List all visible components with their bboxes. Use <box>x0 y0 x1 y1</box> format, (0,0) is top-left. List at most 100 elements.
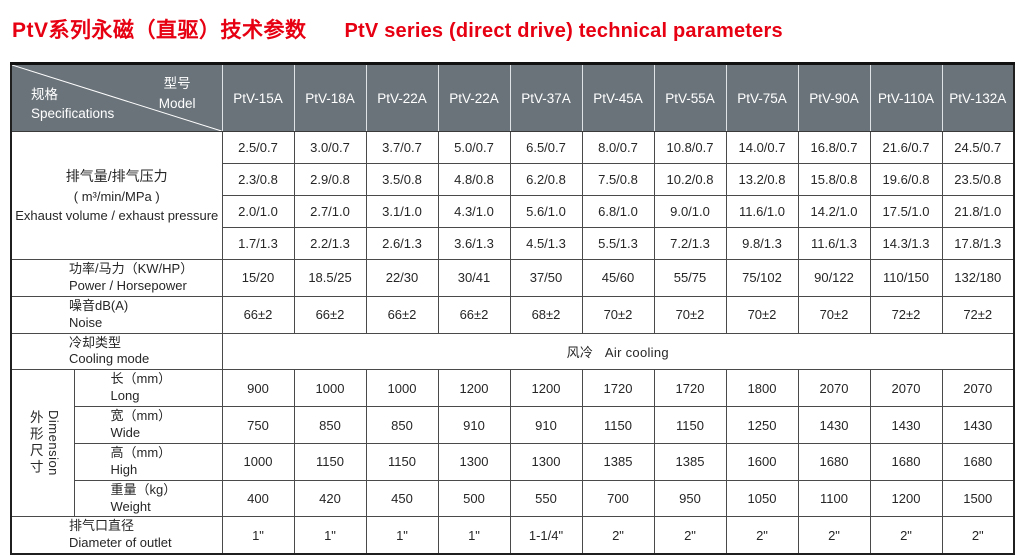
dimension-row-wide: 宽（mm） Wide 750 850 850 910 910 1150 1150… <box>11 406 1015 444</box>
exhaust-value-cell: 7.2/1.3 <box>653 227 727 260</box>
outlet-value-cell: 2" <box>581 516 655 555</box>
dimension-value-cell: 850 <box>365 406 439 444</box>
dimension-value-cell: 850 <box>293 406 367 444</box>
dimension-value-cell: 1680 <box>797 442 871 481</box>
exhaust-value-cell: 16.8/0.7 <box>797 131 871 164</box>
exhaust-label-cn: 排气量/排气压力 <box>65 167 168 184</box>
noise-value-cell: 70±2 <box>725 295 799 334</box>
outlet-value-cell: 1-1/4" <box>509 516 583 555</box>
model-header: PtV-22A <box>437 63 511 132</box>
noise-row: 噪音dB(A) Noise 66±2 66±2 66±2 66±2 68±2 7… <box>10 295 1015 334</box>
dimension-value-cell: 1680 <box>941 442 1015 481</box>
outlet-label-cn: 排气口直径 <box>69 518 135 534</box>
model-header: PtV-75A <box>725 63 799 132</box>
exhaust-label-en: Exhaust volume / exhaust pressure <box>15 208 219 223</box>
dimension-row-long: 外形尺寸 Dimension 长（mm） Long 900 1000 1000 … <box>10 369 1015 518</box>
dim-long-label-cn: 长（mm） <box>110 371 172 387</box>
dimension-value-cell: 910 <box>509 406 583 444</box>
outlet-value-cell: 2" <box>797 516 871 555</box>
dimension-value-cell: 1300 <box>437 442 511 481</box>
outlet-row: 排气口直径 Diameter of outlet 1" 1" 1" 1" 1-1… <box>10 516 1015 555</box>
exhaust-value-cell: 3.1/1.0 <box>365 195 439 228</box>
dimension-value-cell: 1500 <box>941 479 1015 518</box>
dimension-value-cell: 1000 <box>221 442 295 481</box>
noise-value-cell: 66±2 <box>365 295 439 334</box>
exhaust-value-cell: 3.0/0.7 <box>293 131 367 164</box>
page-title-en: PtV series (direct drive) technical para… <box>344 20 783 42</box>
exhaust-value-cell: 13.2/0.8 <box>725 163 799 196</box>
model-header: PtV-18A <box>293 63 367 132</box>
dimension-value-cell: 900 <box>221 369 295 408</box>
dimension-value-cell: 1800 <box>725 369 799 408</box>
exhaust-value-cell: 10.8/0.7 <box>653 131 727 164</box>
exhaust-value-cell: 4.3/1.0 <box>437 195 511 228</box>
exhaust-value-cell: 6.8/1.0 <box>581 195 655 228</box>
exhaust-value-cell: 9.8/1.3 <box>725 227 799 260</box>
corner-spec-label: 规格 Specifications <box>31 85 114 124</box>
dimension-group-label: 外形尺寸 Dimension <box>10 369 75 518</box>
dimension-value-cell: 400 <box>221 479 295 518</box>
dimension-value-cell: 1050 <box>725 479 799 518</box>
outlet-value-cell: 2" <box>653 516 727 555</box>
power-label-en: Power / Horsepower <box>69 277 187 293</box>
exhaust-row-3: 2.0/1.0 2.7/1.0 3.1/1.0 4.3/1.0 5.6/1.0 … <box>11 195 1015 228</box>
exhaust-value-cell: 7.5/0.8 <box>581 163 655 196</box>
corner-cell: 型号 Model 规格 Specifications <box>11 63 223 132</box>
power-value-cell: 90/122 <box>797 259 871 297</box>
dimension-value-cell: 2070 <box>869 369 943 408</box>
dimension-value-cell: 1200 <box>869 479 943 518</box>
power-value-cell: 15/20 <box>221 259 295 297</box>
exhaust-value-cell: 8.0/0.7 <box>581 131 655 164</box>
exhaust-value-cell: 2.3/0.8 <box>221 163 295 196</box>
exhaust-value-cell: 21.6/0.7 <box>869 131 943 164</box>
outlet-value-cell: 1" <box>365 516 439 555</box>
exhaust-value-cell: 5.5/1.3 <box>581 227 655 260</box>
dimension-value-cell: 2070 <box>941 369 1015 408</box>
exhaust-value-cell: 11.6/1.3 <box>797 227 871 260</box>
dimension-value-cell: 450 <box>365 479 439 518</box>
page-title: PtV系列永磁（直驱）技术参数 PtV series (direct drive)… <box>12 14 783 44</box>
outlet-label-en: Diameter of outlet <box>69 535 172 551</box>
corner-spec-en: Specifications <box>31 106 115 122</box>
dim-weight-label-cn: 重量（kg） <box>110 481 177 497</box>
dimension-row-high: 高（mm） High 1000 1150 1150 1300 1300 1385… <box>11 442 1015 481</box>
outlet-label: 排气口直径 Diameter of outlet <box>10 516 223 555</box>
dimension-value-cell: 2070 <box>797 369 871 408</box>
corner-spec-cn: 规格 <box>31 86 58 102</box>
exhaust-value-cell: 6.5/0.7 <box>509 131 583 164</box>
noise-label: 噪音dB(A) Noise <box>10 295 223 334</box>
noise-label-cn: 噪音dB(A) <box>69 297 129 313</box>
dim-high-label: 高（mm） High <box>73 442 223 481</box>
dim-weight-label: 重量（kg） Weight <box>73 479 223 518</box>
outlet-value-cell: 1" <box>293 516 367 555</box>
exhaust-value-cell: 2.6/1.3 <box>365 227 439 260</box>
corner-model-cn: 型号 <box>163 76 191 91</box>
noise-value-cell: 70±2 <box>581 295 655 334</box>
exhaust-value-cell: 3.7/0.7 <box>365 131 439 164</box>
dimension-value-cell: 1150 <box>653 406 727 444</box>
dimension-value-cell: 1430 <box>797 406 871 444</box>
dimension-value-cell: 910 <box>437 406 511 444</box>
dimension-value-cell: 1000 <box>293 369 367 408</box>
exhaust-value-cell: 2.0/1.0 <box>221 195 295 228</box>
exhaust-value-cell: 9.0/1.0 <box>653 195 727 228</box>
noise-value-cell: 70±2 <box>653 295 727 334</box>
exhaust-value-cell: 4.8/0.8 <box>437 163 511 196</box>
cooling-value: 风冷 Air cooling <box>221 332 1015 371</box>
corner-model-label: 型号 Model <box>159 74 196 113</box>
model-header: PtV-110A <box>869 63 943 132</box>
exhaust-value-cell: 15.8/0.8 <box>797 163 871 196</box>
power-value-cell: 22/30 <box>365 259 439 297</box>
exhaust-value-cell: 14.0/0.7 <box>725 131 799 164</box>
exhaust-value-cell: 21.8/1.0 <box>941 195 1015 228</box>
exhaust-value-cell: 17.5/1.0 <box>869 195 943 228</box>
model-header: PtV-55A <box>653 63 727 132</box>
exhaust-value-cell: 10.2/0.8 <box>653 163 727 196</box>
exhaust-value-cell: 2.7/1.0 <box>293 195 367 228</box>
diagonal-divider <box>12 65 222 131</box>
model-header: PtV-90A <box>797 63 871 132</box>
dimension-value-cell: 1385 <box>653 442 727 481</box>
exhaust-value-cell: 2.2/1.3 <box>293 227 367 260</box>
outlet-value-cell: 2" <box>869 516 943 555</box>
dim-high-label-en: High <box>110 461 138 477</box>
